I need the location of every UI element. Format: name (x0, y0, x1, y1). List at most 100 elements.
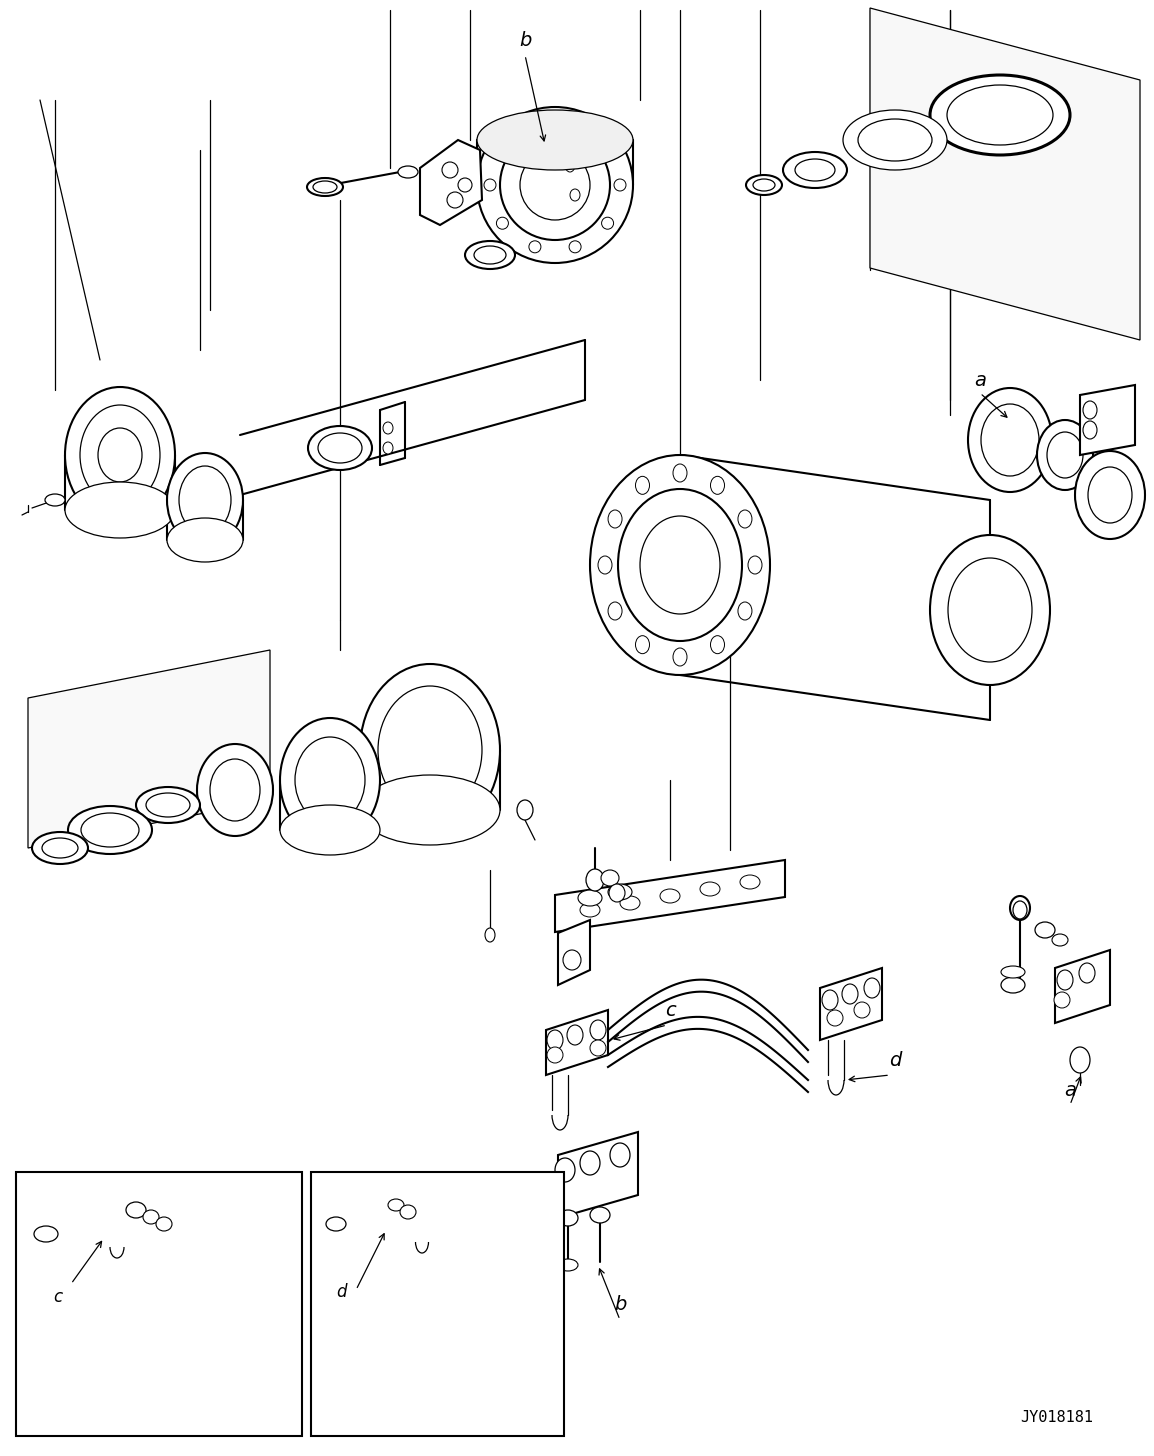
Ellipse shape (590, 454, 770, 676)
Ellipse shape (529, 116, 541, 130)
Ellipse shape (569, 116, 582, 130)
Ellipse shape (388, 1198, 404, 1211)
Ellipse shape (1057, 970, 1073, 990)
Ellipse shape (533, 151, 547, 169)
Ellipse shape (360, 775, 500, 844)
Ellipse shape (383, 443, 394, 454)
Ellipse shape (559, 1259, 578, 1271)
Ellipse shape (968, 387, 1052, 492)
Ellipse shape (1082, 400, 1097, 419)
Ellipse shape (458, 178, 472, 192)
Ellipse shape (520, 150, 590, 220)
Ellipse shape (700, 882, 720, 895)
Ellipse shape (197, 744, 273, 836)
Ellipse shape (547, 1029, 563, 1050)
Ellipse shape (608, 601, 622, 620)
Ellipse shape (619, 489, 742, 641)
Ellipse shape (947, 84, 1052, 146)
Ellipse shape (485, 927, 495, 942)
Ellipse shape (474, 246, 505, 264)
Ellipse shape (601, 871, 619, 887)
Ellipse shape (68, 807, 152, 855)
Ellipse shape (754, 179, 775, 191)
Ellipse shape (280, 718, 380, 842)
Ellipse shape (569, 240, 582, 253)
Ellipse shape (42, 839, 78, 858)
Ellipse shape (442, 162, 458, 178)
Ellipse shape (981, 403, 1039, 476)
Ellipse shape (673, 648, 687, 665)
Ellipse shape (578, 890, 602, 906)
Ellipse shape (740, 875, 760, 890)
Ellipse shape (1082, 421, 1097, 440)
Ellipse shape (609, 884, 625, 903)
Ellipse shape (1037, 419, 1093, 491)
Text: c: c (53, 1289, 62, 1306)
Ellipse shape (854, 1002, 870, 1018)
Ellipse shape (1001, 977, 1025, 993)
Ellipse shape (842, 984, 859, 1005)
Ellipse shape (400, 1206, 415, 1219)
Polygon shape (870, 7, 1140, 341)
Ellipse shape (784, 151, 847, 188)
Ellipse shape (930, 534, 1050, 684)
Ellipse shape (590, 1040, 606, 1056)
Polygon shape (559, 920, 590, 986)
Bar (310, 1172, 564, 1436)
Ellipse shape (295, 737, 365, 823)
Ellipse shape (167, 518, 243, 562)
Ellipse shape (864, 978, 881, 997)
Ellipse shape (360, 664, 500, 836)
Ellipse shape (529, 240, 541, 253)
Polygon shape (28, 649, 270, 847)
Ellipse shape (156, 1217, 172, 1230)
Ellipse shape (1054, 992, 1070, 1008)
Ellipse shape (308, 427, 372, 470)
Ellipse shape (500, 130, 610, 240)
Ellipse shape (610, 1143, 630, 1168)
Polygon shape (1055, 949, 1110, 1024)
Ellipse shape (167, 453, 243, 547)
Ellipse shape (136, 788, 200, 823)
Bar (16, 1172, 302, 1436)
Ellipse shape (1076, 451, 1145, 539)
Ellipse shape (307, 178, 343, 197)
Polygon shape (555, 860, 785, 932)
Ellipse shape (640, 515, 720, 614)
Polygon shape (559, 1131, 638, 1219)
Ellipse shape (947, 558, 1032, 662)
Ellipse shape (586, 869, 604, 891)
Ellipse shape (496, 217, 509, 229)
Ellipse shape (580, 903, 600, 917)
Ellipse shape (737, 601, 752, 620)
Ellipse shape (81, 812, 138, 847)
Ellipse shape (620, 895, 640, 910)
Ellipse shape (547, 1047, 563, 1063)
Text: b: b (519, 31, 531, 50)
Ellipse shape (143, 1210, 159, 1224)
Ellipse shape (580, 1152, 600, 1175)
Ellipse shape (598, 556, 612, 574)
Ellipse shape (398, 166, 418, 178)
Ellipse shape (147, 794, 190, 817)
Ellipse shape (559, 1210, 578, 1226)
Ellipse shape (517, 799, 533, 820)
Text: JY018181: JY018181 (1020, 1411, 1094, 1425)
Ellipse shape (319, 432, 362, 463)
Ellipse shape (1070, 1047, 1091, 1073)
Ellipse shape (711, 476, 725, 495)
Ellipse shape (1013, 901, 1027, 919)
Text: b: b (614, 1296, 627, 1315)
Ellipse shape (313, 181, 337, 194)
Ellipse shape (379, 686, 482, 814)
Ellipse shape (608, 884, 632, 900)
Ellipse shape (636, 636, 650, 654)
Text: d: d (336, 1283, 346, 1302)
Text: c: c (665, 1000, 675, 1019)
Ellipse shape (1052, 933, 1067, 946)
Ellipse shape (745, 175, 782, 195)
Ellipse shape (1001, 965, 1025, 978)
Ellipse shape (555, 1158, 575, 1182)
Ellipse shape (1010, 895, 1031, 920)
Ellipse shape (465, 242, 515, 269)
